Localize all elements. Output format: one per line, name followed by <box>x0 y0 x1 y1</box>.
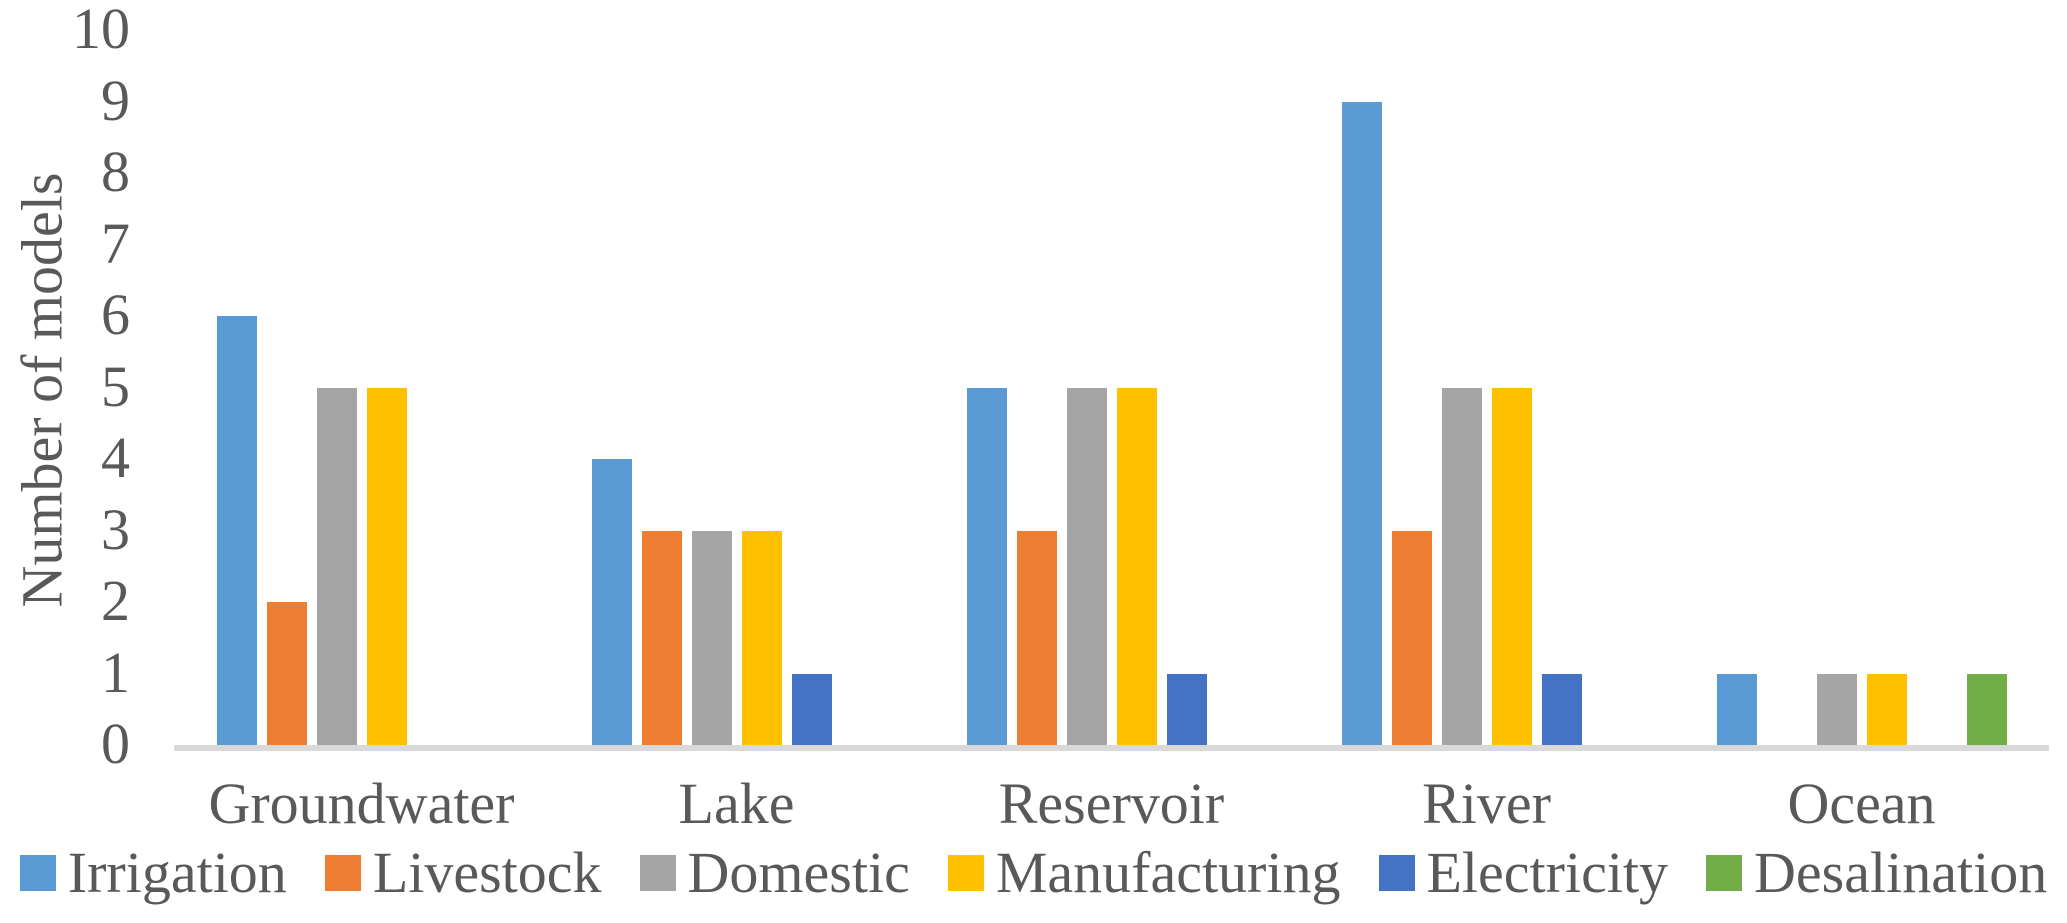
y-axis-tick-label: 10 <box>72 0 130 61</box>
legend-item-desalination: Desalination <box>1706 844 2047 902</box>
y-axis-tick-label: 9 <box>101 67 130 133</box>
bar-livestock-reservoir <box>1016 530 1057 745</box>
y-axis-tick-label: 2 <box>101 567 130 633</box>
bar-irrigation-groundwater <box>216 316 257 745</box>
y-axis-tick-label: 6 <box>101 281 130 347</box>
legend-item-irrigation: Irrigation <box>19 840 287 905</box>
bar-domestic-lake <box>691 530 732 745</box>
y-axis-tick-label: 5 <box>101 353 130 419</box>
legend-label: Irrigation <box>67 840 287 905</box>
bar-irrigation-ocean <box>1716 673 1757 745</box>
legend-item-livestock: Livestock <box>324 840 602 905</box>
bar-domestic-river <box>1441 387 1482 745</box>
legend: Irrigation Livestock Domestic Manufacturing… <box>0 844 2067 902</box>
y-axis-tick-label: 4 <box>101 424 130 490</box>
bar-manufacturing-groundwater <box>366 387 407 745</box>
bar-group-ocean <box>1674 30 2049 745</box>
bar-irrigation-reservoir <box>966 387 1007 745</box>
bar-electricity-river <box>1541 673 1582 745</box>
legend-swatch-icon <box>1378 855 1415 891</box>
y-axis-tick-label: 0 <box>101 710 130 776</box>
legend-label: Desalination <box>1754 840 2048 905</box>
legend-swatch-icon <box>1706 855 1743 891</box>
legend-swatch-icon <box>19 855 56 891</box>
x-category-label-reservoir: Reservoir <box>998 771 1225 836</box>
bar-desalination-ocean <box>1966 673 2007 745</box>
legend-swatch-icon <box>947 855 984 891</box>
x-category-label-groundwater: Groundwater <box>208 771 515 836</box>
bar-manufacturing-river <box>1491 387 1532 745</box>
y-axis-tick-label: 1 <box>101 639 130 705</box>
legend-item-electricity: Electricity <box>1378 840 1669 905</box>
legend-label: Livestock <box>372 840 602 905</box>
bar-irrigation-lake <box>591 459 632 745</box>
legend-label: Manufacturing <box>995 840 1341 905</box>
bar-domestic-reservoir <box>1066 387 1107 745</box>
y-axis-tick-label: 8 <box>101 138 130 204</box>
bar-livestock-river <box>1391 530 1432 745</box>
bar-manufacturing-lake <box>741 530 782 745</box>
legend-item-domestic: Domestic <box>639 840 910 905</box>
bar-livestock-groundwater <box>266 602 307 745</box>
plot-area <box>174 30 2049 751</box>
legend-swatch-icon <box>324 855 361 891</box>
x-axis-category-labels: Groundwater Lake Reservoir River Ocean <box>174 775 2049 833</box>
bar-group-groundwater <box>174 30 549 745</box>
bar-manufacturing-reservoir <box>1116 387 1157 745</box>
legend-swatch-icon <box>639 855 676 891</box>
legend-item-manufacturing: Manufacturing <box>947 840 1341 905</box>
bar-manufacturing-ocean <box>1866 673 1907 745</box>
y-axis-tick-label: 3 <box>101 496 130 562</box>
bar-group-river <box>1299 30 1674 745</box>
y-axis-title: Number of models <box>9 172 75 608</box>
x-category-label-ocean: Ocean <box>1787 771 1936 836</box>
bar-group-reservoir <box>924 30 1299 745</box>
bar-electricity-reservoir <box>1166 673 1207 745</box>
bar-irrigation-river <box>1341 101 1382 745</box>
legend-label: Electricity <box>1426 840 1669 905</box>
bar-domestic-ocean <box>1816 673 1857 745</box>
legend-label: Domestic <box>687 840 910 905</box>
bar-group-lake <box>549 30 924 745</box>
y-axis-tick-label: 7 <box>101 210 130 276</box>
bar-livestock-lake <box>641 530 682 745</box>
x-category-label-river: River <box>1422 771 1551 836</box>
plot-column: Groundwater Lake Reservoir River Ocean <box>174 30 2049 833</box>
bar-domestic-groundwater <box>316 387 357 745</box>
bar-electricity-lake <box>791 673 832 745</box>
x-category-label-lake: Lake <box>678 771 795 836</box>
